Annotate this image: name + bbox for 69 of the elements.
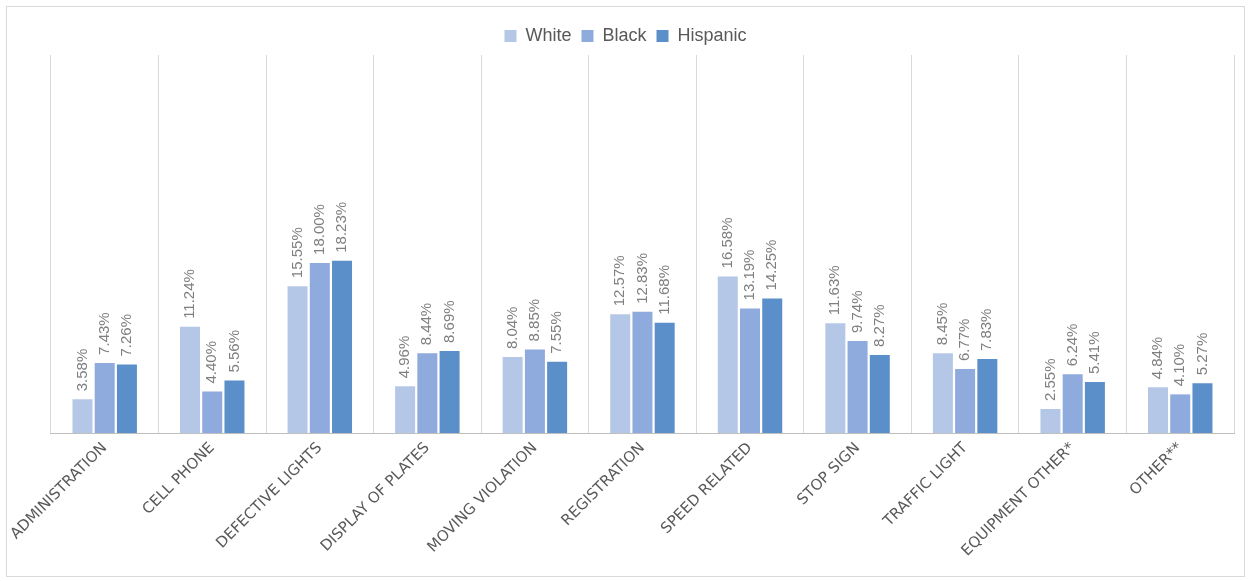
bar	[224, 380, 245, 434]
data-label: 8.69%	[439, 300, 457, 343]
bar	[847, 341, 868, 434]
bar	[395, 386, 416, 434]
bar	[287, 286, 308, 434]
data-label: 7.43%	[94, 312, 112, 355]
data-label: 7.83%	[977, 308, 995, 352]
data-label: 14.25%	[762, 239, 780, 291]
data-label: 5.56%	[224, 330, 242, 373]
bar	[869, 354, 890, 434]
data-label: 16.58%	[717, 217, 735, 269]
bar	[1147, 387, 1168, 434]
bar	[417, 353, 438, 434]
bar	[502, 357, 523, 434]
legend-label: Black	[602, 24, 648, 45]
bar	[825, 323, 846, 434]
data-label: 4.40%	[202, 340, 220, 384]
data-label: 11.63%	[825, 265, 843, 316]
data-label: 18.23%	[332, 201, 350, 253]
data-label: 5.27%	[1192, 332, 1210, 376]
data-label: 11.24%	[180, 269, 198, 319]
bar	[632, 311, 653, 434]
legend-label: Hispanic	[677, 24, 747, 45]
bar	[1062, 374, 1083, 434]
bar	[1040, 409, 1061, 434]
bar	[202, 391, 223, 434]
data-label: 8.04%	[502, 306, 520, 350]
data-label: 8.85%	[525, 298, 543, 342]
data-label: 15.55%	[287, 227, 305, 279]
data-label: 13.19%	[740, 249, 758, 301]
data-label: 6.24%	[1062, 323, 1080, 367]
bar	[717, 276, 738, 434]
bar	[1192, 383, 1213, 434]
bar	[654, 322, 675, 434]
bar	[1084, 381, 1105, 434]
bar	[72, 399, 93, 434]
data-label: 3.58%	[72, 348, 90, 392]
data-label: 7.26%	[117, 313, 135, 357]
bar	[439, 350, 460, 434]
data-label: 4.84%	[1148, 336, 1166, 380]
data-label: 5.41%	[1085, 331, 1103, 374]
data-label: 12.57%	[610, 255, 628, 307]
data-label: 8.44%	[417, 302, 435, 346]
data-label: 9.74%	[847, 290, 865, 334]
bar	[762, 298, 783, 434]
data-label: 12.83%	[632, 252, 650, 304]
bar	[309, 262, 330, 434]
data-label: 2.55%	[1040, 358, 1058, 402]
bar	[332, 260, 353, 434]
bar	[955, 369, 976, 434]
bar	[94, 362, 115, 434]
bar	[932, 353, 953, 434]
data-label: 7.55%	[547, 311, 565, 354]
legend-label: White	[525, 24, 572, 45]
bar	[524, 349, 545, 434]
bar	[180, 326, 201, 434]
bar	[1170, 394, 1191, 434]
data-label: 4.96%	[395, 335, 413, 379]
bar	[116, 364, 137, 434]
bar	[740, 308, 761, 434]
bar	[610, 314, 631, 434]
data-label: 6.77%	[955, 318, 973, 362]
data-label: 8.45%	[933, 302, 951, 346]
bar	[547, 361, 568, 434]
bar	[977, 359, 998, 434]
data-label: 4.10%	[1170, 343, 1188, 387]
data-label: 18.00%	[309, 204, 327, 255]
data-label: 8.27%	[869, 304, 887, 347]
data-label: 11.68%	[654, 264, 672, 315]
